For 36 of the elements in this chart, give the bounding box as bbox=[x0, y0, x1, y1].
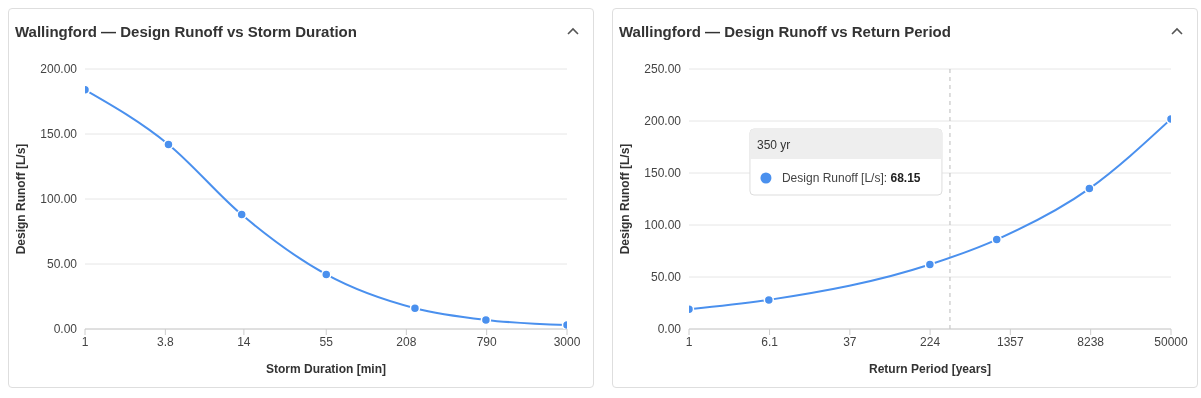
x-tick-label: 1 bbox=[81, 334, 89, 349]
y-tick-label: 250.00 bbox=[644, 62, 682, 77]
y-tick-label: 150.00 bbox=[40, 127, 78, 142]
x-tick-label: 50000 bbox=[1154, 334, 1189, 349]
point bbox=[321, 269, 332, 280]
x-tick-label: 8238 bbox=[1077, 334, 1105, 349]
x-tick-label: 55 bbox=[319, 334, 334, 349]
chart-title: Wallingford — Design Runoff vs Storm Duration bbox=[15, 22, 357, 40]
y-tick-label: 50.00 bbox=[650, 270, 682, 285]
tooltip-box: 350 yr Design Runoff [L/s]: 68.15 bbox=[749, 128, 943, 196]
x-tick-label: 208 bbox=[396, 334, 417, 349]
annotation: Design Runoff [L/s]: 68.15 bbox=[781, 171, 921, 185]
y-tick-label: 100.00 bbox=[40, 192, 78, 207]
point bbox=[163, 139, 174, 150]
x-tick-label: 3000 bbox=[553, 334, 581, 349]
y-tick-label: 50.00 bbox=[46, 257, 78, 272]
y-axis-title: Design Runoff [L/s] bbox=[14, 143, 29, 255]
y-tick-label: 200.00 bbox=[644, 114, 682, 129]
chart-title: Wallingford — Design Runoff vs Return Period bbox=[619, 22, 951, 40]
x-tick-label: 790 bbox=[476, 334, 497, 349]
y-axis-title: Design Runoff [L/s] bbox=[618, 143, 633, 255]
x-tick-label: 3.8 bbox=[157, 334, 175, 349]
x-tick-label: 6.1 bbox=[761, 334, 779, 349]
x-axis-title: Storm Duration [min] bbox=[266, 362, 386, 376]
x-axis-title: Return Period [years] bbox=[868, 362, 992, 376]
y-tick-label: 0.00 bbox=[53, 322, 78, 337]
x-tick-label: 1357 bbox=[996, 334, 1024, 349]
y-tick-label: 150.00 bbox=[644, 166, 682, 181]
x-tick-label: 224 bbox=[920, 334, 941, 349]
x-tick-label: 37 bbox=[843, 334, 857, 349]
y-tick-label: 100.00 bbox=[644, 218, 682, 233]
y-tick-label: 0.00 bbox=[657, 322, 682, 337]
annotation: 350 yr bbox=[756, 138, 791, 152]
x-tick-label: 14 bbox=[237, 334, 251, 349]
x-tick-label: 1 bbox=[685, 334, 693, 349]
y-tick-label: 200.00 bbox=[40, 62, 78, 77]
